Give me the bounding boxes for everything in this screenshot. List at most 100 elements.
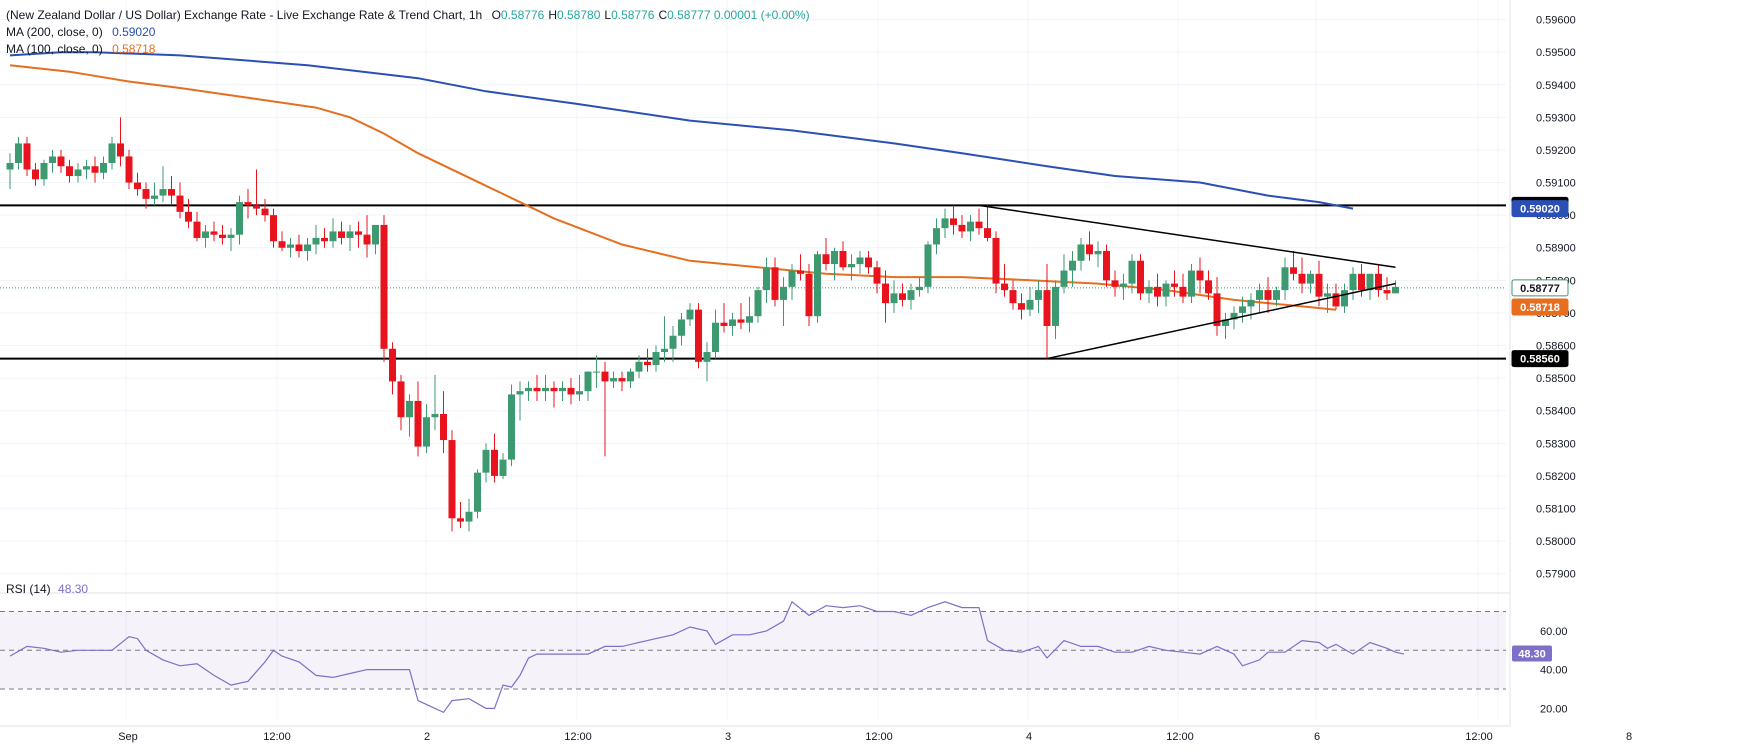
candle[interactable] <box>414 381 422 457</box>
candle[interactable] <box>66 159 73 183</box>
candle[interactable] <box>644 348 651 372</box>
candle[interactable] <box>1026 286 1034 317</box>
candle[interactable] <box>1264 277 1272 313</box>
candle[interactable] <box>746 296 753 333</box>
candle[interactable] <box>100 156 107 180</box>
candle[interactable] <box>1298 257 1306 294</box>
candle[interactable] <box>465 498 473 532</box>
candle[interactable] <box>142 182 150 209</box>
candle[interactable] <box>763 257 770 304</box>
candle[interactable] <box>720 303 728 333</box>
candle[interactable] <box>950 205 957 235</box>
candle[interactable] <box>244 189 252 219</box>
candle[interactable] <box>601 361 609 457</box>
candle[interactable] <box>550 381 558 408</box>
candle[interactable] <box>1103 244 1110 287</box>
candle[interactable] <box>1162 280 1170 307</box>
candle[interactable] <box>1383 277 1391 300</box>
candle[interactable] <box>219 224 226 245</box>
candle[interactable] <box>1213 277 1221 336</box>
candle[interactable] <box>865 250 872 274</box>
candle[interactable] <box>6 153 14 190</box>
candle[interactable] <box>482 443 490 483</box>
candle[interactable] <box>661 316 668 362</box>
candle[interactable] <box>448 430 456 532</box>
candle[interactable] <box>831 247 838 281</box>
candle[interactable] <box>873 260 881 294</box>
candle[interactable] <box>533 374 541 401</box>
candle[interactable] <box>1273 286 1280 307</box>
candle[interactable] <box>907 283 915 310</box>
candle[interactable] <box>559 381 566 401</box>
candle[interactable] <box>1052 280 1059 340</box>
candle[interactable] <box>423 404 430 454</box>
candle[interactable] <box>406 394 413 437</box>
candle[interactable] <box>287 237 294 258</box>
candle[interactable] <box>236 195 243 245</box>
candle[interactable] <box>1077 237 1085 271</box>
candle[interactable] <box>1222 312 1229 340</box>
candle[interactable] <box>882 270 889 323</box>
candle[interactable] <box>1188 264 1195 304</box>
candle[interactable] <box>312 224 320 255</box>
candle[interactable] <box>610 371 617 388</box>
candle[interactable] <box>771 257 779 307</box>
candle[interactable] <box>669 325 677 362</box>
candle[interactable] <box>1196 257 1204 294</box>
candle[interactable] <box>23 136 31 177</box>
candle[interactable] <box>516 381 524 421</box>
candle[interactable] <box>712 309 719 359</box>
candlesticks[interactable] <box>6 117 1400 532</box>
candle[interactable] <box>780 277 787 326</box>
candle[interactable] <box>525 381 532 401</box>
candle[interactable] <box>618 371 626 392</box>
candle[interactable] <box>1145 280 1153 304</box>
candle[interactable] <box>584 371 592 401</box>
candle[interactable] <box>1001 264 1008 297</box>
candle[interactable] <box>805 264 813 326</box>
candle[interactable] <box>202 224 209 248</box>
candle[interactable] <box>176 182 184 219</box>
candle[interactable] <box>1307 270 1314 294</box>
candle[interactable] <box>108 136 116 170</box>
candle[interactable] <box>91 156 99 183</box>
candle[interactable] <box>822 237 830 271</box>
candle[interactable] <box>916 277 923 297</box>
candle[interactable] <box>1018 293 1025 320</box>
candle[interactable] <box>1009 280 1017 310</box>
candle[interactable] <box>1179 273 1187 304</box>
candle[interactable] <box>117 117 124 167</box>
candle[interactable] <box>1281 257 1289 300</box>
candle[interactable] <box>321 228 328 248</box>
candle[interactable] <box>627 368 634 388</box>
candle[interactable] <box>372 224 379 255</box>
candle[interactable] <box>652 345 660 372</box>
candle[interactable] <box>1120 273 1127 300</box>
candle[interactable] <box>635 355 643 379</box>
candle[interactable] <box>151 182 158 206</box>
lower-triangle-line[interactable] <box>1046 282 1396 360</box>
candle[interactable] <box>1239 296 1246 323</box>
candle[interactable] <box>593 355 600 388</box>
candle[interactable] <box>1069 250 1076 287</box>
candle[interactable] <box>295 234 303 258</box>
candle[interactable] <box>1128 254 1136 294</box>
candle[interactable] <box>1171 270 1178 297</box>
candle[interactable] <box>737 303 745 330</box>
candle[interactable] <box>397 374 405 431</box>
candle[interactable] <box>1086 231 1093 261</box>
candle[interactable] <box>15 136 22 170</box>
ma100-legend[interactable]: MA (100, close, 0) 0.58718 <box>6 41 810 58</box>
candle[interactable] <box>1366 273 1374 300</box>
candle[interactable] <box>1060 254 1068 294</box>
candle[interactable] <box>193 211 201 242</box>
candle[interactable] <box>1094 241 1102 268</box>
candle[interactable] <box>125 149 133 190</box>
candle[interactable] <box>856 250 864 274</box>
candle[interactable] <box>210 221 218 242</box>
candle[interactable] <box>491 433 498 483</box>
candle[interactable] <box>788 264 796 300</box>
candle[interactable] <box>1392 280 1399 294</box>
